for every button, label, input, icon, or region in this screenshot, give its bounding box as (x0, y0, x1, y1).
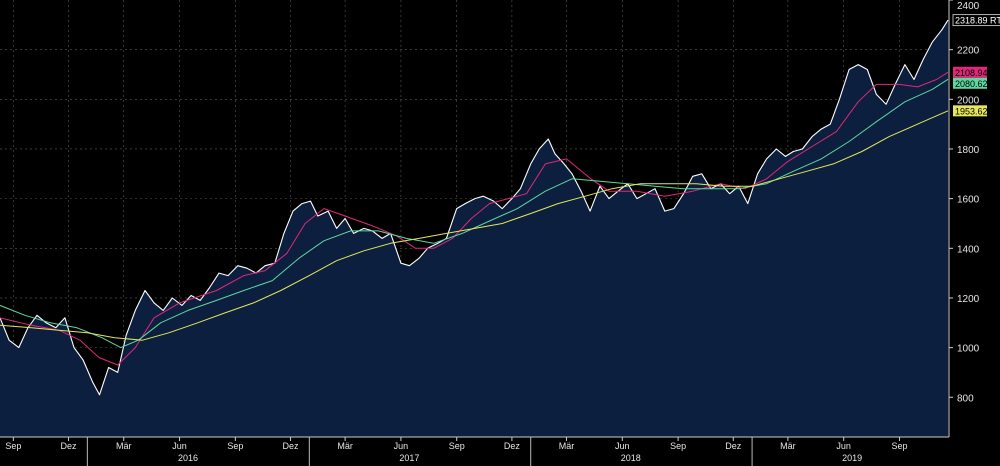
x-tick-label: Mär (337, 441, 353, 451)
price-line (0, 19, 949, 396)
y-tick-label: 2400 (957, 1, 980, 12)
last-value-box (953, 105, 987, 117)
x-tick-label: Dez (61, 441, 78, 451)
y-tick-label: 1600 (957, 195, 980, 206)
y-tick-label: 1800 (957, 145, 980, 156)
year-label: 2017 (399, 453, 419, 463)
year-label: 2019 (842, 453, 862, 463)
x-tick-label: Jun (615, 441, 630, 451)
x-tick-label: Sep (891, 441, 907, 451)
last-value-label: 2318.89 RTS (955, 16, 1000, 26)
last-value-box (952, 14, 1000, 27)
last-value-label: 2080.62 (955, 79, 988, 89)
x-tick-label: Mär (780, 441, 796, 451)
moving-average-line-3 (0, 110, 949, 341)
x-tick-label: Jun (172, 441, 187, 451)
year-label: 2016 (178, 453, 198, 463)
x-tick-label: Sep (227, 441, 243, 451)
x-tick-label: Dez (283, 441, 300, 451)
y-axis: 800 1000 1200 1400 1600 1800 2000 2200 2400 (948, 0, 980, 437)
x-tick-label: Sep (670, 441, 686, 451)
y-tick-label: 1000 (957, 344, 980, 355)
y-tick-label: 1200 (957, 294, 980, 305)
x-tick-label: Dez (504, 441, 521, 451)
last-value-label: 2108.94 (955, 68, 988, 78)
x-tick-label: Dez (725, 441, 742, 451)
plot-area (0, 19, 949, 437)
last-value-box (953, 77, 987, 89)
x-tick-label: Sep (5, 441, 21, 451)
moving-average-line-1 (0, 71, 949, 366)
y-tick-label: 800 (957, 393, 974, 404)
last-value-label: 1953.62 (955, 106, 988, 116)
y-tick-label: 2200 (957, 46, 980, 57)
x-tick-label: Mär (559, 441, 575, 451)
year-label: 2018 (621, 453, 641, 463)
y-tick-label: 1400 (957, 244, 980, 255)
last-value-box (953, 66, 987, 78)
x-tick-label: Sep (449, 441, 465, 451)
x-tick-label: Jun (836, 441, 851, 451)
y-tick-label: 2000 (957, 95, 980, 106)
x-axis: Sep Dez Mär Jun Sep Dez Mär Jun Sep Dez Mär Jun Sep D… (0, 436, 949, 466)
x-tick-label: Jun (394, 441, 409, 451)
x-tick-label: Mär (116, 441, 132, 451)
